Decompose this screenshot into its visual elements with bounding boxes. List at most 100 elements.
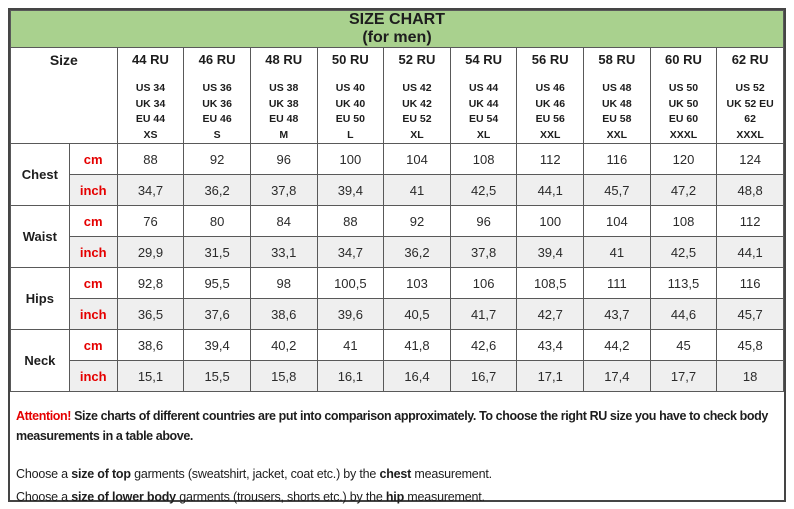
size-column-header-46ru: 46 RU US 36 UK 36 EU 46 S <box>183 47 251 144</box>
ru-size-label: 50 RU <box>331 52 369 67</box>
value-cell: 88 <box>316 205 385 237</box>
intl-size-lines: US 34 UK 34 EU 44 XS <box>135 82 166 141</box>
value-cell: 37,8 <box>249 174 318 206</box>
value-cell: 15,1 <box>116 360 185 392</box>
value-cell: 39,4 <box>316 174 385 206</box>
value-cell: 96 <box>249 143 318 175</box>
neck-cm-row: Neck cm 38,6 39,4 40,2 41 41,8 42,6 43,4… <box>10 329 784 392</box>
value-cell: 44,2 <box>583 329 651 361</box>
measurement-label-hips: Hips <box>10 267 70 330</box>
value-cell: 120 <box>649 143 718 175</box>
value-cell: 16,7 <box>449 360 518 392</box>
ru-size-label: 56 RU <box>531 52 569 67</box>
value-cell: 95,5 <box>183 267 251 299</box>
measurement-label-neck: Neck <box>10 329 70 392</box>
value-cell: 40,5 <box>383 298 451 330</box>
value-cell: 108,5 <box>516 267 585 299</box>
value-cell: 100 <box>316 143 385 175</box>
intl-size-lines: US 52 UK 52 EU 62 XXXL <box>726 82 774 141</box>
value-cell: 17,4 <box>583 360 651 392</box>
size-column-header-56ru: 56 RU US 46 UK 46 EU 56 XXL <box>516 47 585 144</box>
value-cell: 100,5 <box>316 267 385 299</box>
ru-size-label: 58 RU <box>598 52 636 67</box>
note-bold-hip: hip <box>385 490 405 504</box>
size-column-header-52ru: 52 RU US 42 UK 42 EU 52 XL <box>383 47 451 144</box>
attention-label: Attention! <box>16 409 72 423</box>
neck-inch-row: inch 15,1 15,5 15,8 16,1 16,4 16,7 17,1 … <box>11 360 784 392</box>
hips-cm-row: Hips cm 92,8 95,5 98 100,5 103 106 108,5… <box>10 267 784 330</box>
size-header-row: Size 44 RU US 34 UK 34 EU 44 XS 46 RU US 3… <box>10 47 784 144</box>
value-cell: 45 <box>649 329 718 361</box>
ru-size-label: 44 RU <box>132 52 169 67</box>
value-cell: 113,5 <box>649 267 718 299</box>
value-cell: 103 <box>383 267 451 299</box>
waist-inch-row: inch 29,9 31,5 33,1 34,7 36,2 37,8 39,4 … <box>11 236 784 268</box>
lower-garment-note: Choose a size of lower body garments (tr… <box>16 487 778 507</box>
size-column-header-50ru: 50 RU US 40 UK 40 EU 50 L <box>316 47 385 144</box>
value-cell: 34,7 <box>116 174 185 206</box>
value-cell: 37,6 <box>183 298 251 330</box>
intl-size-lines: US 42 UK 42 EU 52 XL <box>402 82 432 141</box>
value-cell: 111 <box>583 267 651 299</box>
title-row: SIZE CHART (for men) <box>10 10 784 48</box>
note-text: measurement. <box>404 490 485 504</box>
value-cell: 96 <box>449 205 518 237</box>
intl-size-lines: US 44 UK 44 EU 54 XL <box>468 82 499 141</box>
value-cell: 44,1 <box>516 174 585 206</box>
unit-label-inch: inch <box>68 360 118 392</box>
value-cell: 39,6 <box>316 298 385 330</box>
chest-cm-row: Chest cm 88 92 96 100 104 108 112 116 12… <box>10 143 784 206</box>
ru-size-label: 52 RU <box>398 52 436 67</box>
value-cell: 38,6 <box>116 329 185 361</box>
value-cell: 112 <box>516 143 585 175</box>
note-text: Choose a <box>16 467 72 481</box>
unit-label-cm: cm <box>68 143 118 175</box>
footer-notes: Attention! Size charts of different coun… <box>10 392 784 507</box>
attention-note: Attention! Size charts of different coun… <box>16 406 778 446</box>
ru-size-label: 54 RU <box>465 52 503 67</box>
note-text: garments (sweatshirt, jacket, coat etc.)… <box>130 467 380 481</box>
note-text: garments (trousers, shorts etc.) by the <box>175 490 386 504</box>
hips-inch-row: inch 36,5 37,6 38,6 39,6 40,5 41,7 42,7 … <box>11 298 784 330</box>
value-cell: 15,8 <box>249 360 318 392</box>
value-cell: 42,5 <box>649 236 718 268</box>
ru-size-label: 48 RU <box>265 52 303 67</box>
intl-size-lines: US 46 UK 46 EU 56 XXL <box>535 82 566 141</box>
value-cell: 45,7 <box>716 298 784 330</box>
value-cell: 108 <box>449 143 518 175</box>
value-cell: 33,1 <box>249 236 318 268</box>
intl-size-lines: US 40 UK 40 EU 50 L <box>335 82 366 141</box>
chart-title-line2: (for men) <box>362 29 432 46</box>
size-column-header-60ru: 60 RU US 50 UK 50 EU 60 XXXL <box>649 47 718 144</box>
value-cell: 41 <box>316 329 385 361</box>
value-cell: 39,4 <box>516 236 585 268</box>
value-cell: 76 <box>116 205 185 237</box>
value-cell: 42,6 <box>449 329 518 361</box>
value-cell: 34,7 <box>316 236 385 268</box>
value-cell: 47,2 <box>649 174 718 206</box>
value-cell: 17,1 <box>516 360 585 392</box>
value-cell: 42,5 <box>449 174 518 206</box>
note-bold-size-of-lower-body: size of lower body <box>71 490 176 504</box>
value-cell: 80 <box>183 205 251 237</box>
value-cell: 31,5 <box>183 236 251 268</box>
value-cell: 106 <box>449 267 518 299</box>
unit-label-inch: inch <box>68 174 118 206</box>
value-cell: 16,4 <box>383 360 451 392</box>
value-cell: 42,7 <box>516 298 585 330</box>
measurement-label-chest: Chest <box>10 143 70 206</box>
unit-label-cm: cm <box>68 329 118 361</box>
value-cell: 124 <box>716 143 784 175</box>
value-cell: 88 <box>116 143 185 175</box>
value-cell: 43,4 <box>516 329 585 361</box>
note-text: measurement. <box>411 467 492 481</box>
value-cell: 15,5 <box>183 360 251 392</box>
value-cell: 104 <box>383 143 451 175</box>
value-cell: 45,7 <box>583 174 651 206</box>
value-cell: 92 <box>183 143 251 175</box>
value-cell: 44,1 <box>716 236 784 268</box>
value-cell: 39,4 <box>183 329 251 361</box>
value-cell: 36,2 <box>383 236 451 268</box>
value-cell: 43,7 <box>583 298 651 330</box>
unit-label-cm: cm <box>68 205 118 237</box>
